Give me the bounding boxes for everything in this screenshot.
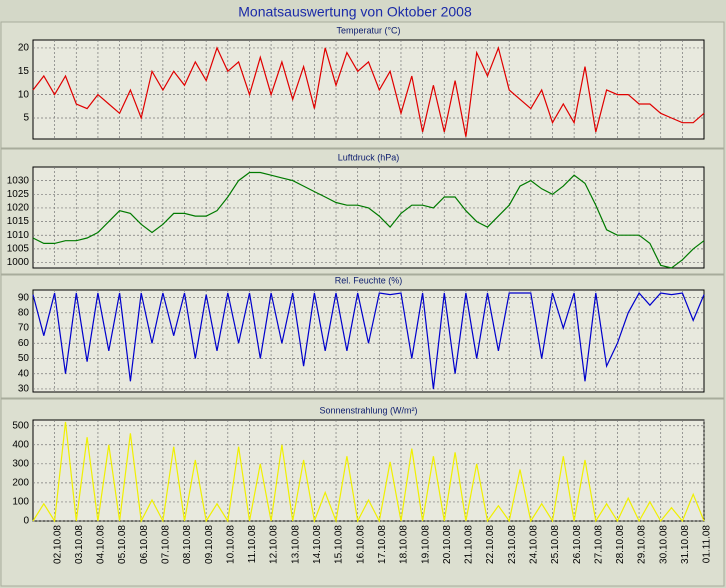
data-line — [32, 171, 705, 269]
y-tick-label: 1030 — [7, 175, 30, 186]
y-tick-label: 60 — [18, 338, 30, 349]
x-tick-label: 18.10.08 — [399, 525, 410, 564]
x-tick-label: 01.11.08 — [702, 525, 713, 564]
y-tick-label: 500 — [12, 420, 29, 431]
x-tick-label: 09.10.08 — [204, 525, 215, 564]
x-tick-label: 16.10.08 — [355, 525, 366, 564]
page-title: Monatsauswertung von Oktober 2008 — [238, 4, 472, 20]
y-tick-label: 15 — [18, 66, 30, 77]
plot-area — [32, 419, 705, 522]
y-tick-label: 70 — [18, 323, 30, 334]
x-tick-label: 12.10.08 — [269, 525, 280, 564]
chart-title: Rel. Feuchte (%) — [335, 275, 403, 285]
y-tick-label: 1015 — [7, 216, 30, 227]
x-tick-label: 29.10.08 — [637, 525, 648, 564]
x-tick-label: 23.10.08 — [507, 525, 518, 564]
x-tick-label: 13.10.08 — [290, 525, 301, 564]
x-tick-label: 11.10.08 — [247, 525, 258, 564]
x-tick-label: 08.10.08 — [182, 525, 193, 564]
y-tick-label: 1010 — [7, 230, 30, 241]
y-tick-label: 10 — [18, 89, 30, 100]
y-tick-label: 1000 — [7, 257, 30, 268]
x-tick-label: 31.10.08 — [680, 525, 691, 564]
x-tick-label: 20.10.08 — [442, 525, 453, 564]
x-tick-label: 17.10.08 — [377, 525, 388, 564]
data-line — [32, 421, 705, 524]
plot-area — [32, 39, 705, 140]
y-tick-label: 80 — [18, 307, 30, 318]
x-tick-label: 24.10.08 — [528, 525, 539, 564]
x-tick-label: 03.10.08 — [74, 525, 85, 564]
x-tick-label: 26.10.08 — [572, 525, 583, 564]
data-line — [32, 45, 705, 137]
x-tick-label: 22.10.08 — [485, 525, 496, 564]
y-tick-label: 0 — [23, 516, 29, 527]
y-tick-label: 1025 — [7, 189, 30, 200]
y-tick-label: 20 — [18, 43, 30, 54]
y-tick-label: 40 — [18, 368, 30, 379]
y-tick-label: 1020 — [7, 203, 30, 214]
y-tick-label: 50 — [18, 353, 30, 364]
y-tick-label: 30 — [18, 384, 30, 395]
x-tick-label: 30.10.08 — [658, 525, 669, 564]
chart-title: Temperatur (°C) — [336, 25, 400, 35]
x-tick-label: 07.10.08 — [161, 525, 172, 564]
x-tick-label: 19.10.08 — [420, 525, 431, 564]
y-tick-label: 90 — [18, 292, 30, 303]
x-tick-label: 21.10.08 — [464, 525, 475, 564]
y-tick-label: 5 — [23, 113, 29, 124]
x-tick-label: 27.10.08 — [593, 525, 604, 564]
y-tick-label: 300 — [12, 458, 29, 469]
x-tick-label: 05.10.08 — [117, 525, 128, 564]
x-tick-label: 15.10.08 — [334, 525, 345, 564]
y-tick-label: 1005 — [7, 244, 30, 255]
x-tick-label: 04.10.08 — [96, 525, 107, 564]
x-tick-label: 25.10.08 — [550, 525, 561, 564]
y-tick-label: 100 — [12, 497, 29, 508]
x-tick-label: 28.10.08 — [615, 525, 626, 564]
plot-area — [32, 166, 705, 269]
x-tick-label: 10.10.08 — [225, 525, 236, 564]
chart-title: Sonnenstrahlung (W/m²) — [319, 405, 417, 415]
y-tick-label: 200 — [12, 478, 29, 489]
x-tick-label: 14.10.08 — [312, 525, 323, 564]
chart-title: Luftdruck (hPa) — [338, 152, 400, 162]
y-tick-label: 400 — [12, 439, 29, 450]
x-tick-label: 02.10.08 — [52, 525, 63, 564]
data-line — [32, 291, 705, 390]
x-tick-label: 06.10.08 — [139, 525, 150, 564]
